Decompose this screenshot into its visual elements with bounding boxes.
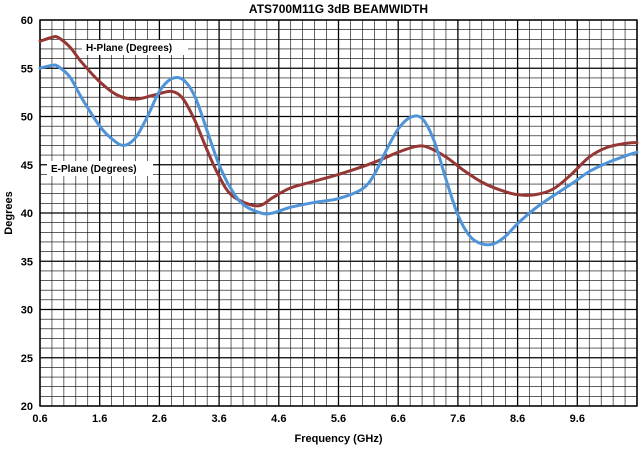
y-tick-label: 20 — [21, 401, 33, 413]
series-layer — [38, 34, 639, 247]
series-h-plane-line — [38, 34, 639, 208]
y-tick-label: 35 — [21, 256, 33, 268]
legend-e-plane-box — [47, 161, 153, 176]
x-tick-label: 7.6 — [450, 413, 465, 425]
legend-e-plane-label: E-Plane (Degrees) — [51, 164, 137, 175]
y-tick-label: 25 — [21, 353, 33, 365]
x-tick-label: 9.6 — [570, 413, 585, 425]
x-tick-label: 6.6 — [391, 413, 406, 425]
legend-h-plane-label: H-Plane (Degrees) — [86, 43, 172, 54]
chart-title: ATS700M11G 3dB BEAMWIDTH — [249, 2, 428, 16]
y-tick-label: 55 — [21, 63, 33, 75]
y-tick-label: 30 — [21, 305, 33, 317]
x-tick-label: 8.6 — [510, 413, 525, 425]
plot-border — [39, 19, 638, 407]
x-tick-label: 2.6 — [152, 413, 167, 425]
chart-grid — [39, 19, 638, 407]
series-e-plane-line — [38, 63, 639, 247]
x-tick-label: 4.6 — [271, 413, 286, 425]
x-tick-label: 0.6 — [32, 413, 47, 425]
x-axis-ticks: 0.6 1.6 2.6 3.6 4.6 5.6 6.6 7.6 8.6 9.6 — [32, 413, 585, 425]
x-tick-label: 5.6 — [331, 413, 346, 425]
y-tick-label: 60 — [21, 15, 33, 27]
x-tick-label: 1.6 — [92, 413, 107, 425]
y-tick-label: 50 — [21, 112, 33, 124]
y-axis-ticks: 20 25 30 35 40 45 50 55 60 — [21, 15, 33, 413]
legend-h-plane-box — [82, 40, 188, 55]
y-tick-label: 45 — [21, 160, 33, 172]
y-tick-label: 40 — [21, 208, 33, 220]
y-axis-title: Degrees — [3, 191, 15, 234]
x-tick-label: 3.6 — [211, 413, 226, 425]
legend-layer: H-Plane (Degrees) E-Plane (Degrees) — [47, 40, 188, 176]
x-axis-title: Frequency (GHz) — [294, 433, 382, 445]
